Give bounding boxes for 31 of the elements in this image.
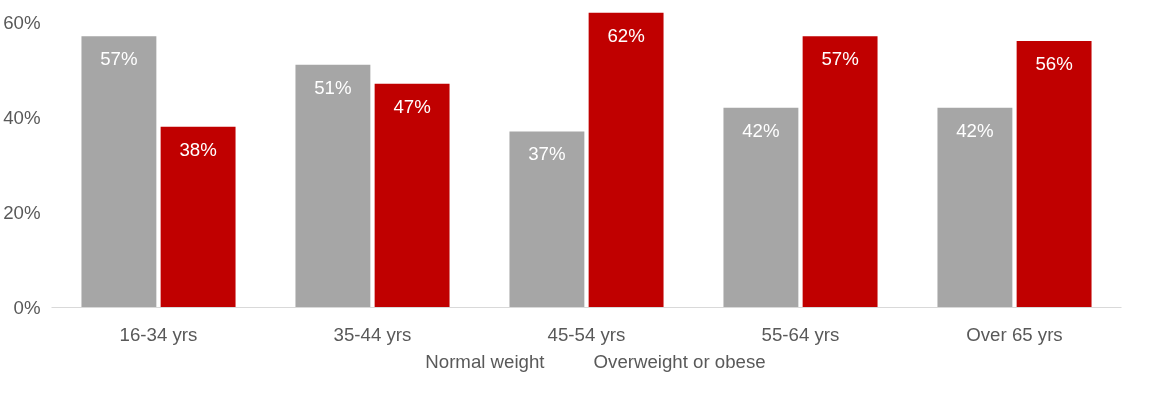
- y-tick-label: 20%: [3, 201, 41, 223]
- data-label: 51%: [314, 76, 352, 98]
- x-tick-label: 16-34 yrs: [119, 323, 198, 345]
- data-label: 57%: [821, 48, 859, 70]
- bar: [937, 107, 1013, 308]
- y-tick-label: 40%: [3, 106, 41, 128]
- x-tick-label: 35-44 yrs: [333, 323, 412, 345]
- data-label: 56%: [1035, 53, 1073, 75]
- bar: [723, 107, 799, 308]
- data-label: 57%: [100, 48, 138, 70]
- data-label: 38%: [179, 138, 217, 160]
- text: Overweight or obese: [593, 351, 766, 373]
- data-label: 37%: [528, 143, 566, 165]
- x-tick-label: 45-54 yrs: [547, 323, 626, 345]
- bar: [374, 83, 450, 308]
- data-label: 47%: [393, 95, 431, 117]
- data-label: 62%: [607, 24, 645, 46]
- bar: [802, 36, 878, 308]
- data-label: 42%: [742, 119, 780, 141]
- bar: [295, 64, 371, 308]
- y-tick-label: 0%: [13, 297, 41, 318]
- bar: [588, 12, 664, 308]
- data-label: 42%: [956, 119, 994, 141]
- bar: [509, 131, 585, 308]
- bar: [160, 126, 236, 308]
- x-tick-label: Over 65 yrs: [966, 323, 1063, 345]
- y-tick-label: 60%: [3, 11, 41, 33]
- bar: [81, 36, 157, 308]
- bar: [1016, 41, 1092, 308]
- text: Normal weight: [425, 351, 545, 373]
- x-tick-label: 55-64 yrs: [761, 323, 840, 345]
